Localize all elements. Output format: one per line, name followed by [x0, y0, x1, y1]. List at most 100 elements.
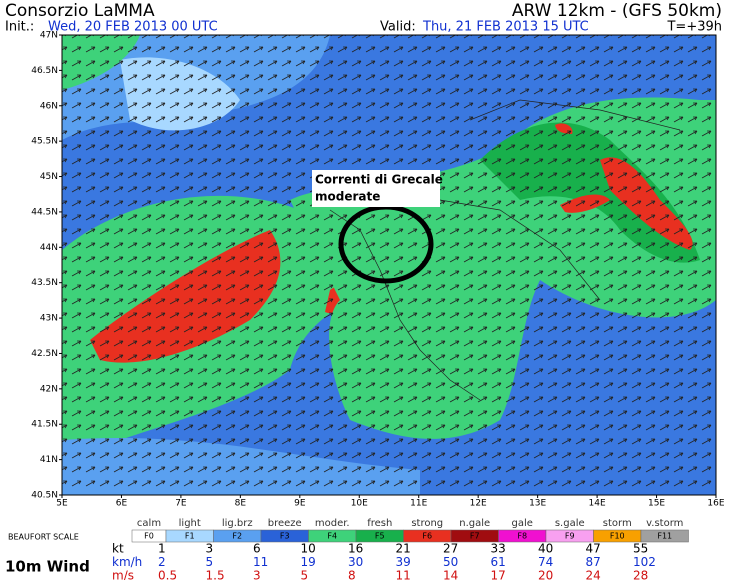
class-code: F11	[657, 532, 672, 541]
lat-label: 45.5N	[31, 137, 58, 147]
unit-value: 1.5	[206, 569, 225, 581]
class-code: F5	[375, 532, 385, 541]
unit-value: 5	[301, 569, 309, 581]
class-code: F0	[144, 532, 154, 541]
class-code: F7	[470, 532, 480, 541]
unit-value: 47	[586, 542, 601, 556]
unit-value: 102	[633, 555, 656, 569]
unit-value: 2	[158, 555, 166, 569]
class-name: strong	[411, 518, 443, 529]
lat-label: 46N	[40, 101, 58, 111]
lon-label: 15E	[648, 499, 665, 509]
unit-value: 11	[253, 555, 268, 569]
lon-label: 8E	[235, 499, 247, 509]
class-name: fresh	[367, 518, 392, 529]
lat-label: 42N	[40, 384, 58, 394]
lat-label: 42.5N	[31, 349, 58, 359]
valid-date: Thu, 21 FEB 2013 15 UTC	[422, 20, 589, 35]
class-name: gale	[512, 518, 533, 529]
init-label: Init.:	[5, 20, 34, 35]
class-code: F3	[280, 532, 290, 541]
unit-value: 5	[206, 555, 214, 569]
unit-value: 87	[586, 555, 601, 569]
map-frame	[61, 34, 717, 496]
lon-label: 14E	[589, 499, 606, 509]
unit-value: 8	[348, 569, 356, 581]
generated: 47N 46.5N 46N 45.5N 45N 44.5N 44N 43.5N 43N 42.5N…	[31, 31, 725, 583]
lon-label: 6E	[116, 499, 128, 509]
class-code: F2	[232, 532, 242, 541]
unit-value: 39	[396, 555, 411, 569]
unit-value: 28	[633, 569, 648, 581]
class-name: n.gale	[459, 518, 490, 529]
class-name: breeze	[268, 518, 302, 529]
unit-value: 30	[348, 555, 363, 569]
scale-box	[640, 529, 689, 543]
unit-value: 61	[491, 555, 506, 569]
class-name: lig.brz	[222, 518, 253, 529]
annotation-box	[312, 170, 440, 207]
field-name: 10m Wind	[5, 558, 90, 576]
class-name: v.storm	[646, 518, 683, 529]
lat-label: 41.5N	[31, 420, 58, 430]
lat-label: 44N	[40, 243, 58, 253]
lon-label: 12E	[470, 499, 487, 509]
unit: m/s	[112, 569, 134, 581]
unit-value: 11	[396, 569, 411, 581]
lat-label: 41N	[40, 455, 58, 465]
lat-label: 46.5N	[31, 66, 58, 76]
class-code: F6	[422, 532, 432, 541]
lon-label: 13E	[529, 499, 546, 509]
unit-value: 19	[301, 555, 316, 569]
unit-value: 16	[348, 542, 363, 556]
lon-label: 5E	[56, 499, 68, 509]
class-code: F1	[185, 532, 195, 541]
map	[62, 35, 716, 495]
unit-value: 1	[158, 542, 166, 556]
title: Consorzio LaMMA	[5, 1, 155, 21]
class-name: calm	[137, 518, 161, 529]
forecast-step: T=+39h	[666, 20, 722, 35]
unit-value: 27	[443, 542, 458, 556]
class-name: storm	[603, 518, 632, 529]
unit-value: 55	[633, 542, 648, 556]
lat-label: 47N	[40, 31, 58, 41]
lat-label: 45N	[40, 172, 58, 182]
unit-value: 74	[538, 555, 553, 569]
init-date: Wed, 20 FEB 2013 00 UTC	[48, 20, 218, 35]
lat-label: 44.5N	[31, 207, 58, 217]
unit-value: 17	[491, 569, 506, 581]
unit-value: 33	[491, 542, 506, 556]
class-code: F4	[327, 532, 337, 541]
lat-label: 43N	[40, 314, 58, 324]
unit-value: 3	[253, 569, 261, 581]
class-code: F8	[517, 532, 527, 541]
class-code: F10	[610, 532, 625, 541]
unit-value: 3	[206, 542, 214, 556]
unit-value: 21	[396, 542, 411, 556]
annotation: Correnti di Grecale	[315, 173, 443, 187]
unit-value: 20	[538, 569, 553, 581]
class-code: F9	[565, 532, 575, 541]
unit-value: 0.5	[158, 569, 177, 581]
lon-label: 10E	[351, 499, 368, 509]
unit: kt	[112, 542, 124, 556]
lat-label: 43.5N	[31, 278, 58, 288]
unit-value: 40	[538, 542, 553, 556]
class-name: moder.	[315, 518, 350, 529]
unit-value: 24	[586, 569, 601, 581]
class-name: s.gale	[555, 518, 585, 529]
lon-label: 7E	[175, 499, 187, 509]
lon-label: 16E	[707, 499, 724, 509]
lon-label: 9E	[294, 499, 306, 509]
model: ARW 12km - (GFS 50km)	[512, 1, 722, 21]
valid-label: Valid:	[380, 20, 416, 35]
unit-value: 50	[443, 555, 458, 569]
annotation: moderate	[315, 190, 380, 204]
class-name: light	[179, 518, 201, 529]
lat-label: 40.5N	[31, 491, 58, 501]
unit-value: 10	[301, 542, 316, 556]
scale-title: BEAUFORT SCALE	[8, 533, 79, 542]
lon-label: 11E	[410, 499, 427, 509]
